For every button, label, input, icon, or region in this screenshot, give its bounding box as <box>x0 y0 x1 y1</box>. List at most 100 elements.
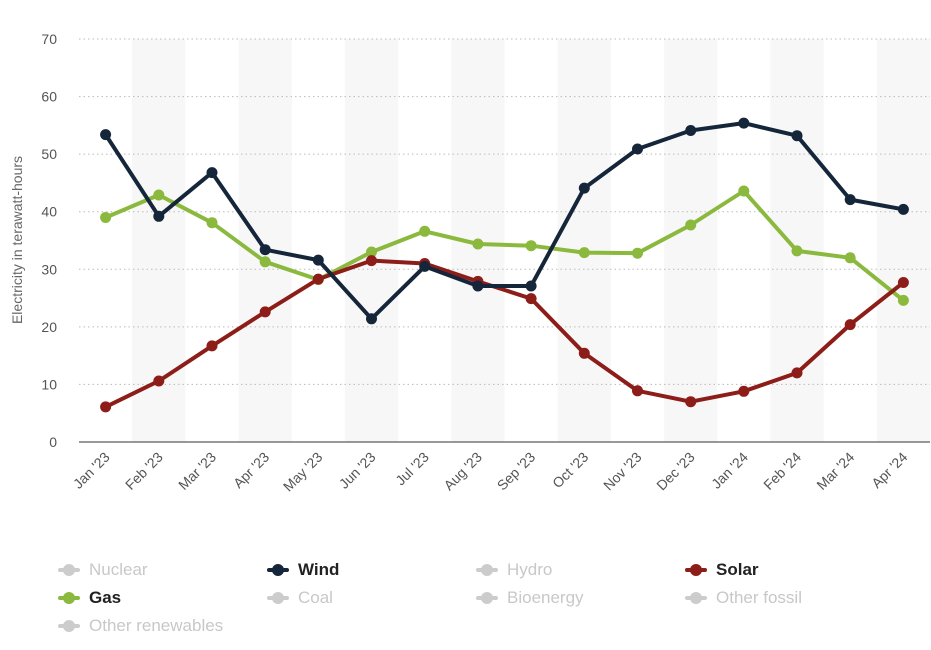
wind-point[interactable] <box>419 260 431 272</box>
gas-point[interactable] <box>897 294 909 306</box>
y-tick-label: 50 <box>41 146 57 162</box>
x-tick-label: Jun '23 <box>336 449 379 492</box>
wind-point[interactable] <box>366 313 377 325</box>
legend-item-bioenergy[interactable]: Bioenergy <box>476 588 685 608</box>
solar-point[interactable] <box>897 277 909 288</box>
legend-gas-label: Gas <box>89 588 122 607</box>
column-band <box>770 39 824 442</box>
gas-point[interactable] <box>366 246 377 258</box>
wind-point[interactable] <box>897 203 909 215</box>
wind-point[interactable] <box>259 244 271 256</box>
legend-item-coal[interactable]: Coal <box>267 588 476 608</box>
solar-point[interactable] <box>685 396 697 408</box>
gas-point[interactable] <box>685 219 697 231</box>
wind-point[interactable] <box>472 280 484 292</box>
wind-point[interactable] <box>100 129 112 141</box>
wind-point[interactable] <box>578 182 590 194</box>
solar-point[interactable] <box>100 401 112 413</box>
x-tick-label: Jan '23 <box>70 449 113 492</box>
gas-point[interactable] <box>472 238 484 250</box>
column-band <box>876 39 930 442</box>
wind-point[interactable] <box>738 117 750 129</box>
x-tick-label: Apr '24 <box>868 449 911 492</box>
legend-item-nuclear[interactable]: Nuclear <box>58 560 267 580</box>
gas-point[interactable] <box>578 247 590 259</box>
solar-point[interactable] <box>312 273 324 285</box>
column-band <box>344 39 399 442</box>
y-tick-label: 20 <box>41 319 57 335</box>
series-lines <box>100 117 909 413</box>
solar-point[interactable] <box>632 385 643 397</box>
legend-hydro-label: Hydro <box>507 560 553 579</box>
legend-row-2: Gas Coal Bioenergy Other fossil <box>58 584 918 612</box>
gas-point[interactable] <box>632 247 643 259</box>
gas-point[interactable] <box>791 245 803 257</box>
series-wind <box>100 117 909 325</box>
solar-point[interactable] <box>153 375 165 387</box>
y-tick-label: 30 <box>41 261 57 277</box>
wind-line <box>103 121 906 321</box>
x-tick-label: Mar '24 <box>813 449 857 493</box>
gas-point[interactable] <box>844 252 856 264</box>
solar-point[interactable] <box>738 385 750 397</box>
legend-other-renewables-label: Other renewables <box>89 616 224 635</box>
wind-point[interactable] <box>525 280 537 292</box>
gas-line <box>103 189 906 303</box>
legend: Nuclear Wind Hydro Solar Gas Coal Bioene… <box>58 556 918 640</box>
wind-point[interactable] <box>312 254 324 266</box>
y-axis-label: Electricity in terawatt-hours <box>9 156 25 324</box>
gas-point[interactable] <box>738 185 750 197</box>
y-tick-label: 60 <box>41 89 57 105</box>
x-tick-label: Oct '23 <box>549 449 592 492</box>
wind-point[interactable] <box>685 125 697 136</box>
gas-point[interactable] <box>259 256 271 268</box>
gas-point[interactable] <box>100 212 112 223</box>
solar-point[interactable] <box>525 293 537 305</box>
legend-row-3: Other renewables <box>58 612 918 640</box>
legend-gas-marker <box>58 592 80 604</box>
legend-other-renewables-marker <box>58 620 80 632</box>
gas-point[interactable] <box>206 217 218 229</box>
x-tick-label: Sep '23 <box>494 449 539 494</box>
y-tick-label: 70 <box>41 31 57 47</box>
column-band <box>238 39 292 442</box>
legend-item-other-fossil[interactable]: Other fossil <box>685 588 894 608</box>
y-tick-label: 10 <box>41 376 57 392</box>
legend-item-gas[interactable]: Gas <box>58 588 267 608</box>
legend-item-solar[interactable]: Solar <box>685 560 894 580</box>
legend-item-other-renewables[interactable]: Other renewables <box>58 616 267 636</box>
solar-point[interactable] <box>366 255 377 267</box>
x-tick-label: Feb '23 <box>122 449 166 493</box>
gas-point[interactable] <box>153 189 165 201</box>
wind-point[interactable] <box>791 130 803 142</box>
solar-point[interactable] <box>578 347 590 359</box>
wind-point[interactable] <box>844 194 856 206</box>
legend-wind-label: Wind <box>298 560 340 579</box>
solar-point[interactable] <box>206 340 218 352</box>
legend-coal-marker <box>267 592 289 604</box>
x-tick-label: Mar '23 <box>175 449 219 493</box>
y-axis-ticks: 0 10 20 30 40 50 60 70 <box>41 31 57 450</box>
legend-hydro-marker <box>476 564 498 576</box>
solar-point[interactable] <box>259 306 271 318</box>
legend-row-1: Nuclear Wind Hydro Solar <box>58 556 918 584</box>
legend-other-fossil-marker <box>685 592 707 604</box>
solar-point[interactable] <box>791 367 803 379</box>
x-tick-label: Feb '24 <box>760 449 804 493</box>
gas-point[interactable] <box>419 225 431 237</box>
wind-point[interactable] <box>632 143 643 155</box>
x-tick-label: Nov '23 <box>600 449 645 494</box>
wind-point[interactable] <box>153 210 165 222</box>
legend-wind-marker <box>267 564 289 576</box>
legend-item-hydro[interactable]: Hydro <box>476 560 685 580</box>
gas-point[interactable] <box>525 240 537 252</box>
solar-point[interactable] <box>844 319 856 331</box>
legend-item-wind[interactable]: Wind <box>267 560 476 580</box>
column-band <box>132 39 186 442</box>
column-band <box>664 39 718 442</box>
legend-nuclear-marker <box>58 564 80 576</box>
x-axis-ticks: Jan '23 Feb '23 Mar '23 Apr '23 May '23 Jun '… <box>70 449 911 495</box>
column-band <box>557 39 611 442</box>
y-tick-label: 40 <box>41 204 57 220</box>
wind-point[interactable] <box>206 167 218 179</box>
